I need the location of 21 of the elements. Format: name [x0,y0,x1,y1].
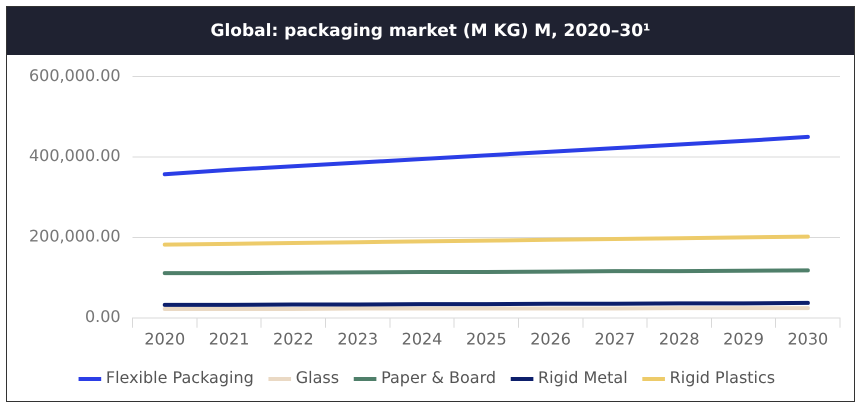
y-tick-label: 200,000.00 [29,226,121,246]
x-tick-label: 2030 [787,330,828,349]
x-tick-label: 2021 [208,330,250,349]
chart-title: Global: packaging market (M KG) M, 2020–30¹ [7,7,854,55]
x-tick-label: 2025 [466,330,507,349]
x-tick-label: 2023 [337,330,378,349]
x-tick-label: 2024 [402,330,442,349]
y-tick-label: 0.00 [84,306,121,326]
y-tick-label: 600,000.00 [29,66,121,85]
x-tick-label: 2020 [144,330,186,349]
x-tick-label: 2029 [723,330,764,349]
legend-label: Glass [296,368,340,388]
legend-label: Rigid Plastics [670,368,776,388]
x-tick-label: 2028 [658,330,700,349]
x-tick-label: 2026 [530,330,571,349]
legend-label: Flexible Packaging [106,368,254,388]
x-tick-label: 2027 [594,330,636,349]
legend-label: Paper & Board [381,368,496,388]
y-tick-label: 400,000.00 [29,146,121,166]
x-tick-label: 2022 [273,330,314,349]
legend-label: Rigid Metal [538,368,628,388]
